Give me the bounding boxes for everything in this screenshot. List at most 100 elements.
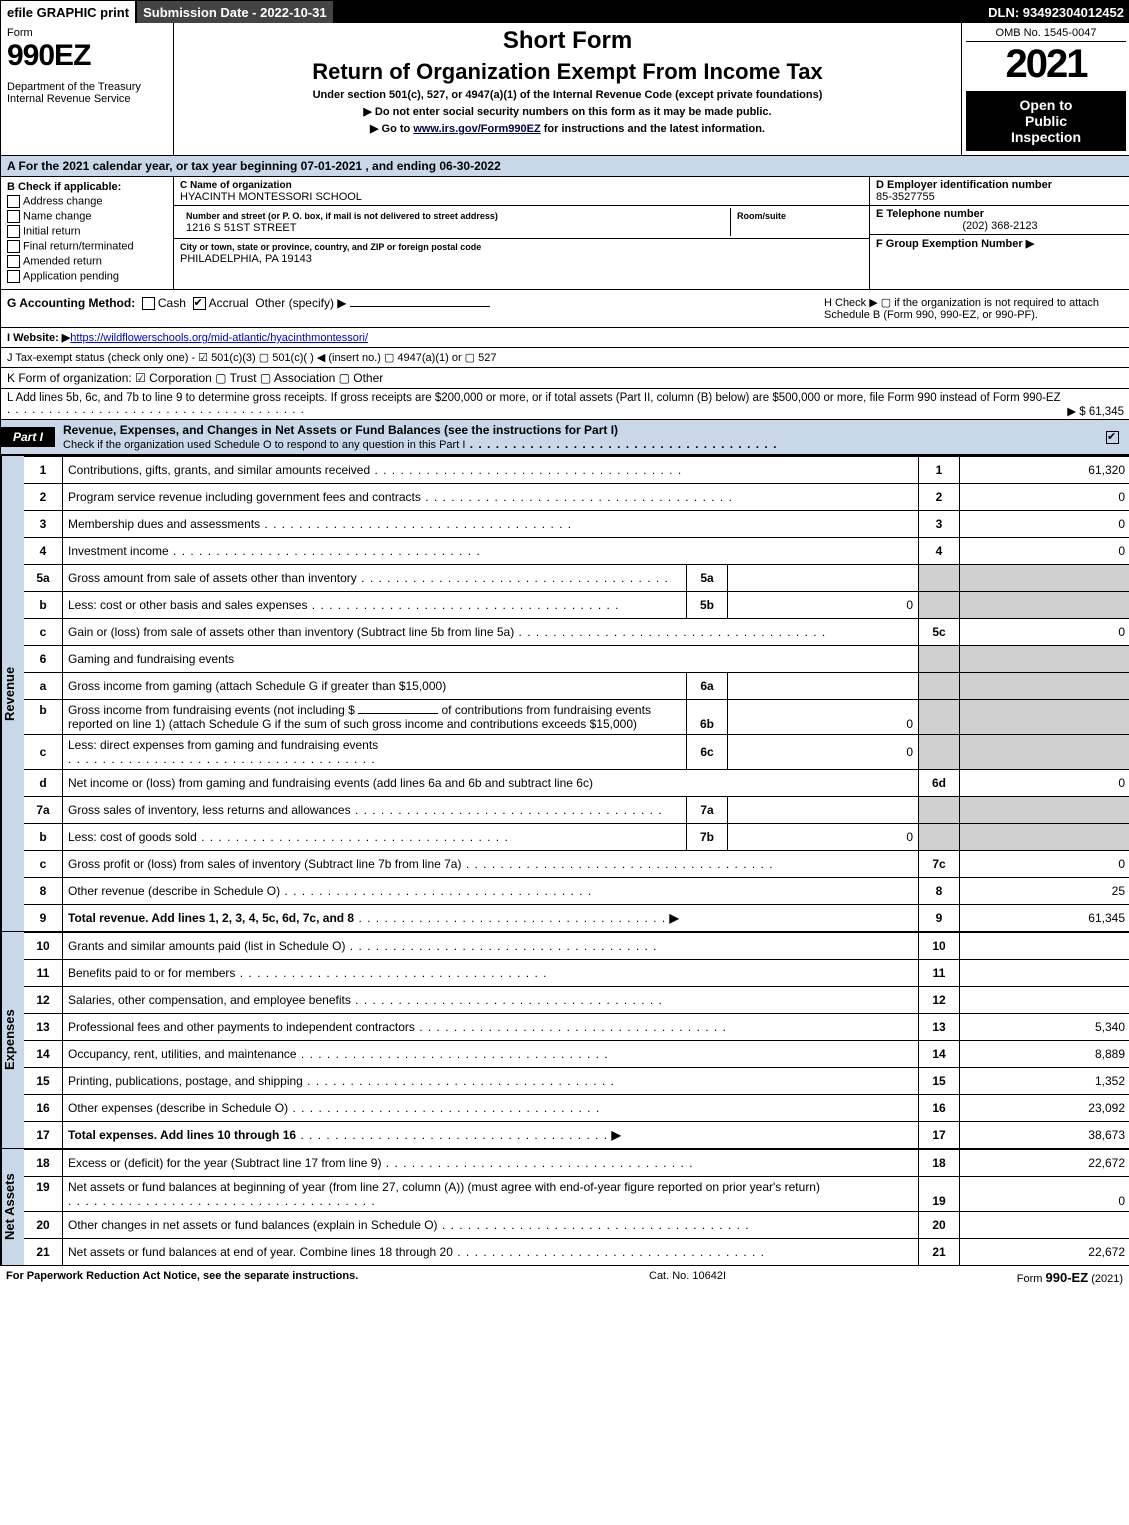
row-l: L Add lines 5b, 6c, and 7b to line 9 to …: [1, 389, 1129, 420]
val-20: [960, 1212, 1129, 1239]
line-21: 21 Net assets or fund balances at end of…: [24, 1239, 1129, 1266]
box-b-title: B Check if applicable:: [7, 181, 167, 193]
val-17: 38,673: [960, 1122, 1129, 1149]
line-16: 16 Other expenses (describe in Schedule …: [24, 1095, 1129, 1122]
chk-cash[interactable]: [142, 297, 155, 310]
tax-year: 2021: [966, 42, 1126, 87]
line-5b: b Less: cost or other basis and sales ex…: [24, 592, 1129, 619]
row-j: J Tax-exempt status (check only one) - ☑…: [1, 348, 1129, 368]
ein: 85-3527755: [876, 191, 935, 203]
header-left: Form 990EZ Department of the Treasury In…: [1, 23, 174, 155]
goto-line: ▶ Go to www.irs.gov/Form990EZ for instru…: [180, 122, 955, 135]
line-6: 6 Gaming and fundraising events: [24, 646, 1129, 673]
line-6b: b Gross income from fundraising events (…: [24, 700, 1129, 735]
street-address: 1216 S 51ST STREET: [186, 222, 296, 234]
website-link[interactable]: https://wildflowerschools.org/mid-atlant…: [70, 332, 368, 344]
val-1: 61,320: [960, 457, 1129, 484]
org-name: HYACINTH MONTESSORI SCHOOL: [180, 191, 362, 203]
val-21: 22,672: [960, 1239, 1129, 1266]
part1-checkbox[interactable]: [1106, 430, 1129, 444]
chk-application-pending[interactable]: Application pending: [7, 270, 167, 283]
omb-number: OMB No. 1545-0047: [966, 27, 1126, 42]
org-name-row: C Name of organization HYACINTH MONTESSO…: [174, 177, 869, 206]
line-6a: a Gross income from gaming (attach Sched…: [24, 673, 1129, 700]
val-2: 0: [960, 484, 1129, 511]
revenue-vlabel: Revenue: [1, 456, 24, 931]
line-12: 12 Salaries, other compensation, and emp…: [24, 987, 1129, 1014]
val-6d: 0: [960, 770, 1129, 797]
val-7c: 0: [960, 851, 1129, 878]
line-13: 13 Professional fees and other payments …: [24, 1014, 1129, 1041]
val-4: 0: [960, 538, 1129, 565]
line-19: 19 Net assets or fund balances at beginn…: [24, 1177, 1129, 1212]
box-def: D Employer identification number 85-3527…: [869, 177, 1129, 289]
val-14: 8,889: [960, 1041, 1129, 1068]
chk-accrual[interactable]: [193, 297, 206, 310]
line-5c: c Gain or (loss) from sale of assets oth…: [24, 619, 1129, 646]
chk-amended-return[interactable]: Amended return: [7, 255, 167, 268]
submission-date: Submission Date - 2022-10-31: [137, 1, 333, 23]
open-inspection: Open to Public Inspection: [966, 91, 1126, 151]
line-17: 17 Total expenses. Add lines 10 through …: [24, 1122, 1129, 1149]
line-1: 1 Contributions, gifts, grants, and simi…: [24, 457, 1129, 484]
gross-receipts-total: ▶ $ 61,345: [1067, 404, 1124, 418]
val-19: 0: [960, 1177, 1129, 1212]
box-e: E Telephone number (202) 368-2123: [870, 206, 1129, 235]
page-footer: For Paperwork Reduction Act Notice, see …: [0, 1266, 1129, 1289]
irs-label: Internal Revenue Service: [7, 93, 167, 105]
row-h: H Check ▶ ▢ if the organization is not r…: [824, 296, 1124, 321]
box-c: C Name of organization HYACINTH MONTESSO…: [174, 177, 869, 289]
expenses-vlabel: Expenses: [1, 932, 24, 1148]
catalog-number: Cat. No. 10642I: [649, 1270, 726, 1285]
dln-label: DLN: 93492304012452: [982, 1, 1129, 23]
form-ref: Form 990-EZ (2021): [1017, 1270, 1123, 1285]
netassets-table: 18 Excess or (deficit) for the year (Sub…: [24, 1149, 1129, 1265]
chk-address-change[interactable]: Address change: [7, 195, 167, 208]
fundraising-amount-input[interactable]: [358, 713, 438, 714]
section-bcdef: B Check if applicable: Address change Na…: [1, 177, 1129, 290]
line-3: 3 Membership dues and assessments 3 0: [24, 511, 1129, 538]
val-3: 0: [960, 511, 1129, 538]
header-mid: Short Form Return of Organization Exempt…: [174, 23, 961, 155]
telephone: (202) 368-2123: [876, 220, 1124, 232]
paperwork-notice: For Paperwork Reduction Act Notice, see …: [6, 1270, 358, 1282]
form-number: 990EZ: [7, 39, 167, 73]
return-title: Return of Organization Exempt From Incom…: [180, 59, 955, 85]
dept-treasury: Department of the Treasury: [7, 81, 167, 93]
revenue-table: 1 Contributions, gifts, grants, and simi…: [24, 456, 1129, 931]
line-7a: 7a Gross sales of inventory, less return…: [24, 797, 1129, 824]
val-16: 23,092: [960, 1095, 1129, 1122]
under-section: Under section 501(c), 527, or 4947(a)(1)…: [180, 89, 955, 101]
box-b: B Check if applicable: Address change Na…: [1, 177, 174, 289]
row-gh: G Accounting Method: Cash Accrual Other …: [1, 290, 1129, 328]
part1-title: Revenue, Expenses, and Changes in Net As…: [63, 420, 1106, 454]
chk-initial-return[interactable]: Initial return: [7, 225, 167, 238]
line-7c: c Gross profit or (loss) from sales of i…: [24, 851, 1129, 878]
row-i: I Website: ▶https://wildflowerschools.or…: [1, 328, 1129, 348]
header-right: OMB No. 1545-0047 2021 Open to Public In…: [961, 23, 1129, 155]
line-15: 15 Printing, publications, postage, and …: [24, 1068, 1129, 1095]
row-k: K Form of organization: ☑ Corporation ▢ …: [1, 368, 1129, 389]
top-bar: efile GRAPHIC print Submission Date - 20…: [1, 1, 1129, 23]
city-row: City or town, state or province, country…: [174, 239, 869, 267]
val-18: 22,672: [960, 1150, 1129, 1177]
line-8: 8 Other revenue (describe in Schedule O)…: [24, 878, 1129, 905]
val-9: 61,345: [960, 905, 1129, 932]
city-state-zip: PHILADELPHIA, PA 19143: [180, 253, 312, 265]
form-page: efile GRAPHIC print Submission Date - 20…: [0, 0, 1129, 1266]
part1-header: Part I Revenue, Expenses, and Changes in…: [1, 420, 1129, 455]
line-6d: d Net income or (loss) from gaming and f…: [24, 770, 1129, 797]
other-specify-input[interactable]: [350, 306, 490, 307]
val-11: [960, 960, 1129, 987]
val-12: [960, 987, 1129, 1014]
chk-final-return[interactable]: Final return/terminated: [7, 240, 167, 253]
line-6c: c Less: direct expenses from gaming and …: [24, 735, 1129, 770]
netassets-group: Net Assets 18 Excess or (deficit) for th…: [1, 1148, 1129, 1265]
revenue-group: Revenue 1 Contributions, gifts, grants, …: [1, 455, 1129, 931]
address-row: Number and street (or P. O. box, if mail…: [174, 206, 869, 239]
row-g: G Accounting Method: Cash Accrual Other …: [7, 296, 824, 321]
chk-name-change[interactable]: Name change: [7, 210, 167, 223]
line-9: 9 Total revenue. Add lines 1, 2, 3, 4, 5…: [24, 905, 1129, 932]
irs-link[interactable]: www.irs.gov/Form990EZ: [413, 123, 540, 135]
arrow-icon: ▶: [611, 1128, 620, 1142]
